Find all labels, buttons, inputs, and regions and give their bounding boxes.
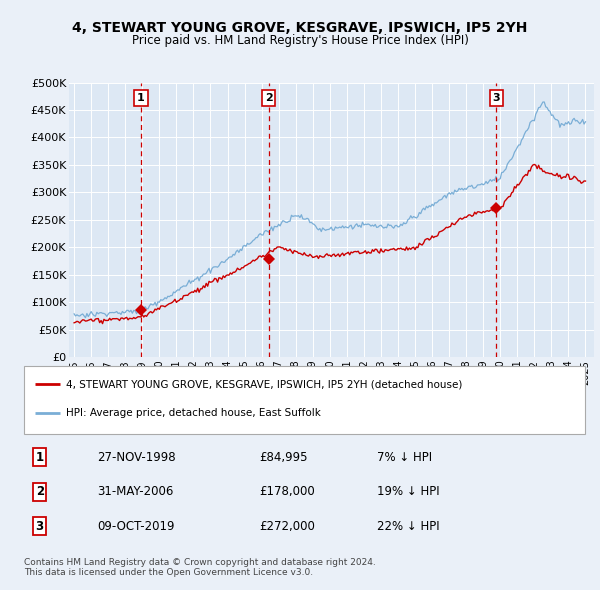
Text: 31-MAY-2006: 31-MAY-2006 [97,486,173,499]
Text: £84,995: £84,995 [260,451,308,464]
Text: 19% ↓ HPI: 19% ↓ HPI [377,486,440,499]
Text: 27-NOV-1998: 27-NOV-1998 [97,451,176,464]
Text: 2: 2 [35,486,44,499]
Text: 4, STEWART YOUNG GROVE, KESGRAVE, IPSWICH, IP5 2YH: 4, STEWART YOUNG GROVE, KESGRAVE, IPSWIC… [73,21,527,35]
Text: 1: 1 [35,451,44,464]
Text: 7% ↓ HPI: 7% ↓ HPI [377,451,433,464]
Text: £178,000: £178,000 [260,486,316,499]
Text: 3: 3 [35,520,44,533]
Text: 4, STEWART YOUNG GROVE, KESGRAVE, IPSWICH, IP5 2YH (detached house): 4, STEWART YOUNG GROVE, KESGRAVE, IPSWIC… [66,379,463,389]
Text: 09-OCT-2019: 09-OCT-2019 [97,520,175,533]
Text: HPI: Average price, detached house, East Suffolk: HPI: Average price, detached house, East… [66,408,321,418]
Text: Contains HM Land Registry data © Crown copyright and database right 2024.
This d: Contains HM Land Registry data © Crown c… [24,558,376,577]
Text: 3: 3 [493,93,500,103]
Text: £272,000: £272,000 [260,520,316,533]
Text: 1: 1 [137,93,145,103]
Text: Price paid vs. HM Land Registry's House Price Index (HPI): Price paid vs. HM Land Registry's House … [131,34,469,47]
Text: 2: 2 [265,93,272,103]
FancyBboxPatch shape [24,366,585,434]
Text: 22% ↓ HPI: 22% ↓ HPI [377,520,440,533]
